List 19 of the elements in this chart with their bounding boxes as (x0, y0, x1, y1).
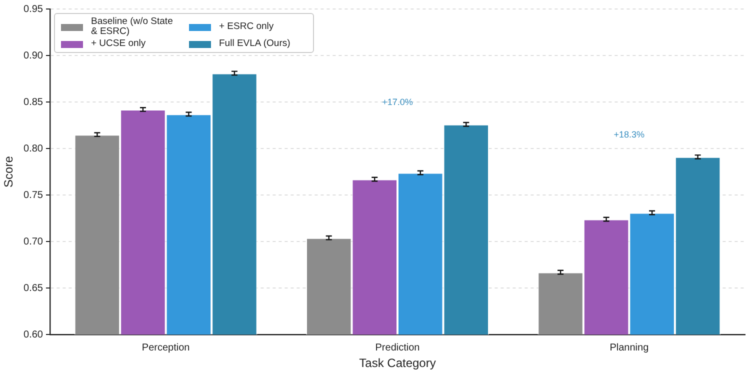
x-tick-label: Perception (142, 342, 190, 354)
y-tick-label: 0.60 (24, 329, 44, 340)
y-tick-label: 0.95 (24, 4, 44, 15)
y-tick-label: 0.75 (24, 190, 44, 201)
y-tick-label: 0.85 (24, 96, 44, 108)
y-tick-label: 0.65 (24, 282, 44, 294)
y-axis-title: Score (2, 156, 16, 188)
x-axis-title: Task Category (359, 356, 436, 370)
x-tick-label: Planning (610, 342, 649, 354)
y-tick-label: 0.80 (24, 143, 44, 154)
legend-label: + UCSE only (91, 38, 146, 49)
legend-label: + ESRC only (219, 21, 274, 32)
annotation: +18.3% (614, 129, 645, 140)
legend-label: Baseline (w/o State & ESRC) (91, 16, 174, 37)
annotation: +17.0% (382, 96, 413, 107)
x-tick-label: Prediction (375, 342, 420, 354)
legend-label: Full EVLA (Ours) (219, 38, 290, 49)
y-tick-label: 0.70 (24, 236, 44, 248)
y-tick-label: 0.90 (24, 50, 44, 62)
